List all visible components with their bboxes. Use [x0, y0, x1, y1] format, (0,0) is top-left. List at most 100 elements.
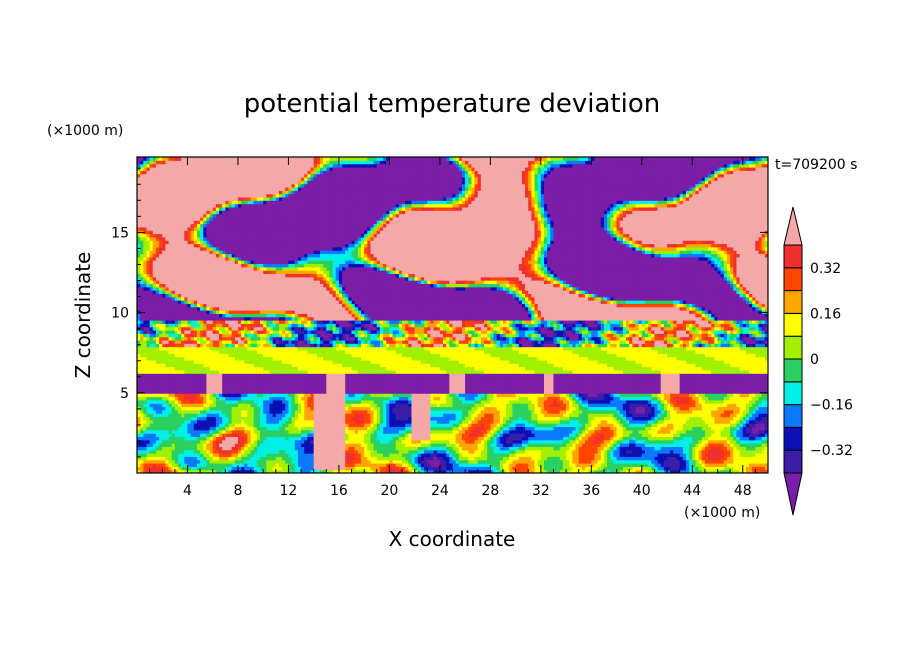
heatmap-cell [174, 316, 179, 321]
heatmap-cell [178, 260, 182, 265]
heatmap-cell [152, 253, 157, 258]
heatmap-cell [168, 456, 173, 461]
heatmap-cell [162, 300, 166, 304]
heatmap-cell [165, 446, 170, 451]
heatmap-cell [162, 230, 166, 235]
heatmap-cell [190, 463, 195, 467]
heatmap-cell [165, 220, 170, 225]
heatmap-cell [165, 396, 170, 401]
heatmap-cell [146, 463, 151, 467]
heatmap-cell [149, 300, 154, 304]
heatmap-cell [184, 260, 189, 265]
heatmap-cell [159, 403, 163, 408]
heatmap-cell [184, 206, 189, 211]
heatmap-cell [162, 329, 166, 334]
heatmap-cell [187, 226, 192, 231]
heatmap-cell [140, 326, 144, 331]
heatmap-cell [137, 433, 141, 438]
heatmap-cell [149, 446, 154, 451]
heatmap-cell [149, 246, 154, 251]
heatmap-cell [174, 326, 179, 331]
heatmap-cell [155, 246, 160, 251]
heatmap-cell [140, 243, 144, 248]
heatmap-cell [174, 203, 179, 208]
heatmap-cell [171, 306, 176, 311]
heatmap-cell [162, 399, 166, 404]
heatmap-cell [184, 439, 189, 444]
heatmap-cell [162, 319, 166, 324]
heatmap-cell [168, 319, 173, 324]
heatmap-cell [140, 256, 144, 261]
heatmap-cell [184, 300, 189, 304]
heatmap-cell [152, 210, 157, 215]
heatmap-cell [149, 253, 154, 258]
heatmap-cell [187, 223, 192, 228]
heatmap-cell [152, 369, 157, 374]
heatmap-cell [181, 339, 185, 344]
heatmap-cell [181, 270, 185, 275]
heatmap-cell [146, 170, 151, 175]
heatmap-cell [149, 383, 154, 388]
heatmap-cell [171, 393, 176, 398]
heatmap-cell [184, 236, 189, 241]
heatmap-cell [152, 286, 157, 291]
heatmap-cell [149, 363, 154, 368]
heatmap-cell [168, 376, 173, 381]
heatmap-cell [184, 456, 189, 461]
heatmap-cell [143, 429, 148, 434]
heatmap-cell [152, 313, 157, 318]
heatmap-cell [171, 399, 176, 404]
heatmap-cell [181, 230, 185, 235]
heatmap-cell [159, 256, 163, 261]
heatmap-cell [152, 170, 157, 175]
heatmap-cell [143, 439, 148, 444]
heatmap-cell [171, 359, 176, 364]
heatmap-cell [178, 246, 182, 251]
heatmap-cell [162, 210, 166, 215]
heatmap-cell [140, 433, 144, 438]
heatmap-cell [171, 256, 176, 261]
heatmap-cell [143, 346, 148, 351]
heatmap-cell [152, 160, 157, 165]
heatmap-cell [190, 436, 195, 441]
heatmap-cell [187, 333, 192, 338]
heatmap-cell [143, 426, 148, 431]
heatmap-cell [184, 356, 189, 361]
heatmap-cell [171, 346, 176, 351]
heatmap-cell [140, 306, 144, 311]
heatmap-cell [171, 273, 176, 278]
heatmap-cell [155, 429, 160, 434]
heatmap-cell [140, 310, 144, 314]
heatmap-cell [162, 216, 166, 221]
heatmap-cell [159, 379, 163, 384]
heatmap-cell [187, 270, 192, 275]
heatmap-cell [152, 353, 157, 358]
heatmap-cell [174, 363, 179, 368]
heatmap-cell [168, 349, 173, 354]
heatmap-cell [174, 356, 179, 361]
heatmap-cell [162, 253, 166, 258]
heatmap-cell [181, 313, 185, 318]
heatmap-cell [187, 459, 192, 464]
heatmap-cell [171, 270, 176, 275]
heatmap-cell [174, 343, 179, 348]
heatmap-cell [152, 206, 157, 211]
heatmap-cell [143, 280, 148, 284]
heatmap-cell [146, 160, 151, 165]
heatmap-cell [181, 160, 185, 165]
heatmap-cell [187, 326, 192, 331]
heatmap-cell [143, 333, 148, 338]
heatmap-cell [137, 376, 141, 381]
heatmap-cell [187, 376, 192, 381]
heatmap-cell [174, 280, 179, 284]
heatmap-cell [178, 293, 182, 298]
heatmap-cell [171, 419, 176, 424]
heatmap-cell [162, 223, 166, 228]
heatmap-cell [159, 419, 163, 424]
heatmap-cell [146, 286, 151, 291]
heatmap-cell [155, 453, 160, 457]
heatmap-cell [174, 236, 179, 241]
heatmap-cell [146, 336, 151, 341]
heatmap-cell [181, 220, 185, 225]
heatmap-cell [159, 353, 163, 358]
